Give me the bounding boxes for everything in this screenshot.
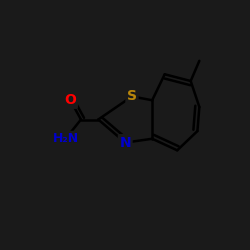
Text: N: N xyxy=(120,136,131,149)
Text: S: S xyxy=(127,90,137,104)
Text: O: O xyxy=(64,93,76,107)
Text: H₂N: H₂N xyxy=(52,132,78,145)
